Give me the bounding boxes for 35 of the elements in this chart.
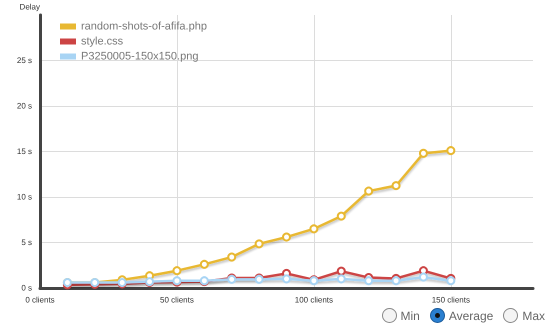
point [336, 212, 346, 221]
y-tick-label: 15 s [16, 147, 32, 156]
x-tick-label: 100 clients [294, 296, 334, 304]
point [446, 146, 456, 156]
y-tick-label: 25 s [16, 56, 32, 65]
x-tick-label: 50 clients [160, 296, 194, 304]
point [336, 274, 346, 284]
point [392, 181, 401, 190]
y-tick-label: 10 s [16, 192, 32, 202]
legend-label: random-shots-of-afifa.php [81, 20, 207, 32]
legend-label: P3250005-150x150.png [81, 50, 198, 62]
point [418, 148, 428, 158]
y-tick-label: 20 s [16, 102, 32, 110]
point [309, 224, 318, 234]
point [172, 266, 182, 276]
text: Max [522, 308, 545, 322]
point [364, 186, 374, 196]
point [336, 266, 346, 276]
y-tick-label: 0 s [21, 284, 32, 292]
point [418, 272, 428, 282]
point [364, 276, 374, 286]
point [200, 260, 209, 269]
legend-label: style.css [81, 36, 124, 48]
point [282, 274, 291, 284]
x-tick-label: 150 clients [432, 296, 470, 304]
point [227, 252, 236, 262]
text: Min [400, 308, 420, 322]
point [254, 239, 264, 248]
y-axis-title: Delay [20, 2, 40, 12]
point [446, 276, 456, 286]
text: Average [448, 308, 494, 322]
x-tick-label: 0 clients [25, 296, 55, 304]
point [392, 276, 401, 286]
y-tick-label: 5 s [21, 238, 32, 247]
point [282, 232, 291, 242]
